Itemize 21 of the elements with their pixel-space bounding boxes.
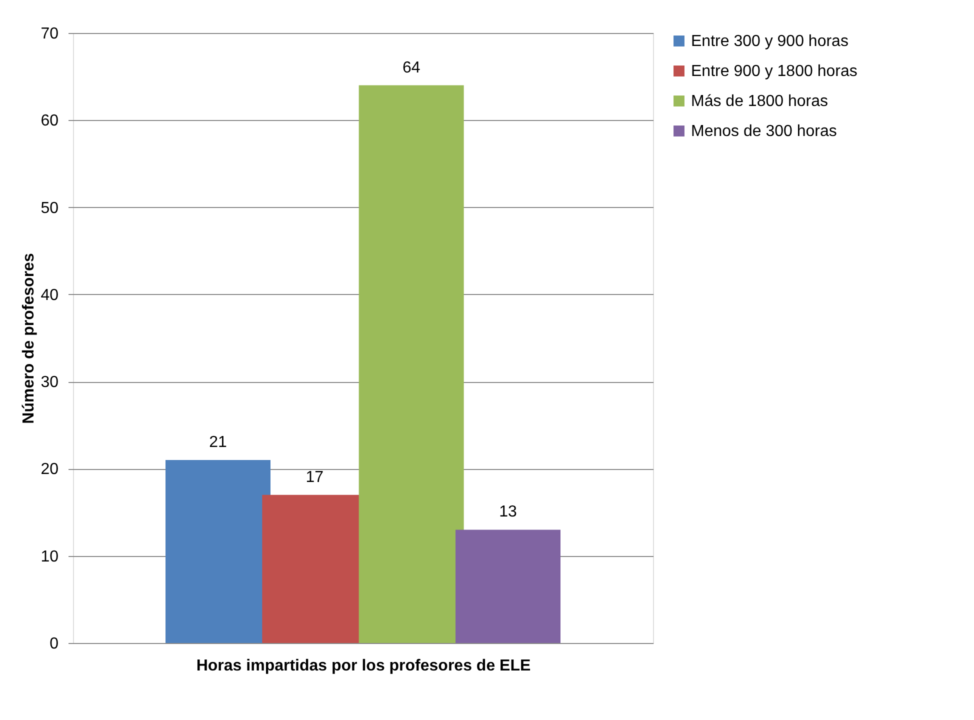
y-tick-label: 10	[40, 548, 59, 566]
data-label: 21	[209, 434, 227, 451]
y-tick-label: 30	[40, 374, 59, 392]
bar	[166, 460, 270, 643]
y-tick-label: 70	[40, 26, 59, 42]
y-tick-label: 40	[40, 286, 59, 304]
y-tick-label: 20	[40, 461, 59, 478]
y-axis-title: Número de profesores	[20, 253, 38, 424]
legend-label: Más de 1800 horas	[691, 93, 828, 110]
y-tick-label: 0	[50, 636, 59, 652]
legend-label: Entre 300 y 900 horas	[691, 33, 848, 50]
data-label: 64	[402, 59, 420, 76]
data-label: 17	[306, 468, 324, 486]
data-label: 13	[499, 504, 517, 521]
y-tick-label: 60	[40, 112, 59, 130]
legend-label: Menos de 300 horas	[691, 123, 837, 140]
x-axis-title: Horas impartidas por los profesores de ELE	[196, 658, 531, 674]
legend-label: Entre 900 y 1800 horas	[691, 63, 858, 80]
bar	[456, 530, 560, 643]
y-tick-label: 50	[40, 200, 59, 217]
bar	[358, 85, 464, 643]
